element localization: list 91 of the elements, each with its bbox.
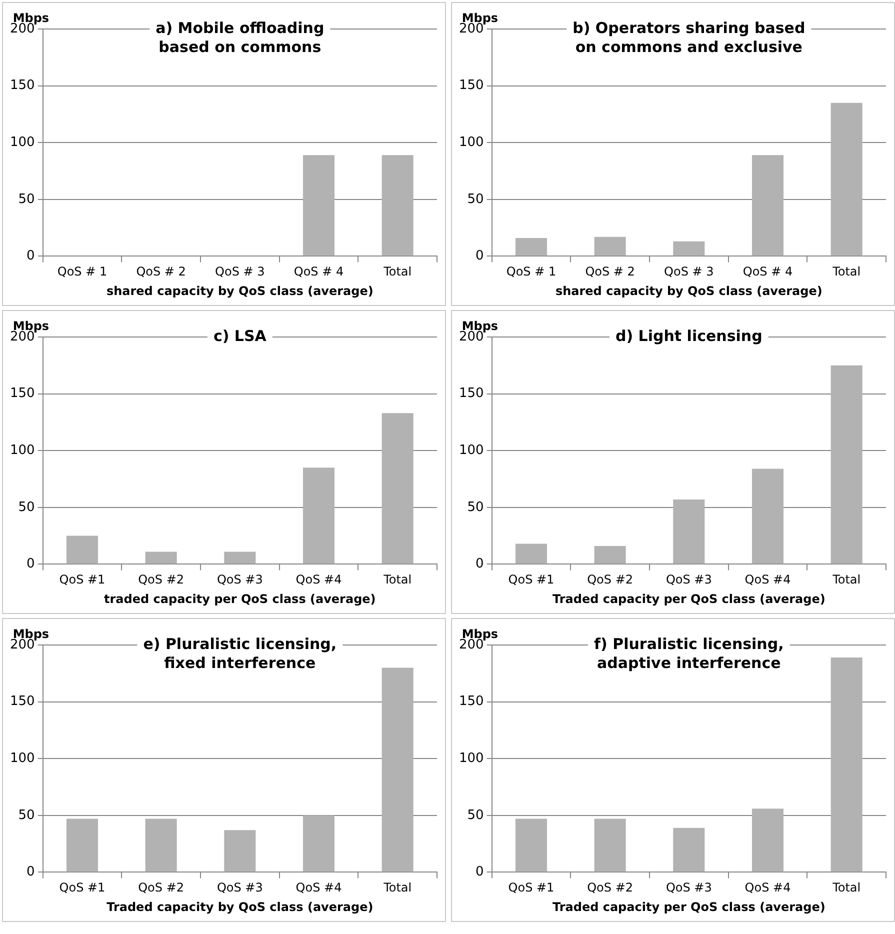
y-tick-label: 50 — [18, 192, 35, 207]
y-tick-label: 150 — [458, 386, 484, 402]
bar — [66, 818, 98, 872]
bar — [752, 808, 784, 872]
bar — [515, 818, 547, 872]
x-tick-label: QoS #2 — [138, 572, 184, 587]
x-tick-label: QoS #1 — [59, 572, 106, 587]
x-tick-label: QoS #1 — [508, 572, 554, 587]
x-tick-label: Total — [382, 880, 412, 895]
chart-title: a) Mobile offloading based on commons — [156, 18, 324, 56]
y-tick-label: 0 — [476, 248, 484, 264]
x-tick-label: QoS #3 — [216, 880, 263, 895]
bar — [382, 668, 414, 872]
bar — [515, 238, 547, 256]
x-tick-label: QoS #4 — [296, 880, 342, 895]
x-tick-label: QoS #4 — [744, 880, 791, 895]
x-tick-label: QoS # 4 — [742, 264, 793, 279]
x-tick-label: Total — [382, 572, 412, 587]
x-axis-title: Traded capacity per QoS class (average) — [552, 592, 826, 606]
y-tick-label: 50 — [467, 192, 484, 207]
y-tick-label: 0 — [476, 864, 484, 880]
x-axis-title: shared capacity by QoS class (average) — [555, 284, 822, 298]
y-tick-label: 100 — [458, 442, 484, 458]
x-tick-label: QoS # 1 — [57, 264, 108, 279]
bar — [752, 155, 784, 256]
x-axis-title: Traded capacity per QoS class (average) — [552, 900, 826, 914]
x-tick-label: Total — [832, 572, 861, 587]
x-tick-label: QoS # 4 — [294, 264, 344, 279]
y-tick-label: 150 — [458, 694, 484, 710]
y-tick-label: 100 — [458, 134, 484, 150]
bar — [673, 499, 705, 564]
x-axis-title: shared capacity by QoS class (average) — [106, 284, 374, 298]
x-tick-label: QoS #1 — [59, 880, 106, 895]
x-tick-label: QoS #2 — [138, 880, 184, 895]
bar — [830, 657, 862, 872]
bar — [224, 830, 256, 872]
y-tick-label: 150 — [458, 78, 484, 94]
x-axis-title: traded capacity per QoS class (average) — [104, 592, 376, 606]
bar — [673, 828, 705, 872]
bar — [302, 468, 335, 564]
bar — [594, 818, 626, 872]
bar — [830, 365, 862, 564]
x-tick-label: QoS #3 — [666, 572, 712, 587]
y-tick-label: 100 — [10, 750, 35, 766]
bar — [594, 236, 626, 256]
y-tick-label: 150 — [10, 386, 35, 402]
y-tick-label: 50 — [467, 500, 484, 515]
bar — [594, 546, 626, 564]
x-tick-label: QoS #3 — [216, 572, 263, 587]
x-tick-label: QoS #2 — [587, 880, 634, 895]
bar — [752, 468, 784, 564]
bar — [145, 552, 177, 564]
x-tick-label: QoS # 2 — [585, 264, 635, 279]
y-tick-label: 100 — [10, 134, 35, 150]
x-tick-label: QoS #1 — [508, 880, 554, 895]
y-tick-label: 150 — [10, 78, 35, 94]
bar — [382, 413, 414, 564]
chart-title: b) Operators sharing based on commons and exclusive — [572, 18, 806, 56]
chart-title: c) LSA — [213, 326, 267, 345]
x-tick-label: QoS # 3 — [664, 264, 714, 279]
x-tick-label: QoS # 3 — [215, 264, 265, 279]
bar — [145, 818, 177, 872]
y-tick-label: 0 — [26, 248, 35, 264]
x-tick-label: Total — [382, 264, 412, 279]
bar — [830, 102, 862, 256]
y-tick-label: 0 — [476, 556, 484, 572]
x-tick-label: Total — [832, 264, 861, 279]
y-tick-label: 50 — [467, 808, 484, 823]
y-tick-label: 50 — [18, 808, 35, 823]
chart-title: f) Pluralistic licensing, adaptive interference — [594, 634, 784, 672]
y-tick-label: 100 — [10, 442, 35, 458]
x-tick-label: QoS # 1 — [506, 264, 556, 279]
x-tick-label: QoS #4 — [296, 572, 342, 587]
chart-title: d) Light licensing — [615, 326, 762, 345]
chart-title: e) Pluralistic licensing, fixed interference — [143, 634, 337, 672]
y-tick-label: 100 — [458, 750, 484, 766]
bar — [302, 815, 335, 872]
x-tick-label: QoS # 2 — [136, 264, 186, 279]
bar — [515, 544, 547, 564]
x-tick-label: QoS #4 — [744, 572, 791, 587]
bar — [224, 552, 256, 564]
bar — [66, 536, 98, 564]
y-tick-label: 150 — [10, 694, 35, 710]
x-tick-label: Total — [832, 880, 861, 895]
y-tick-label: 0 — [26, 864, 35, 880]
x-axis-title: Traded capacity by QoS class (average) — [106, 900, 374, 914]
x-tick-label: QoS #2 — [587, 572, 634, 587]
x-tick-label: QoS #3 — [666, 880, 712, 895]
bar — [673, 241, 705, 256]
y-tick-label: 0 — [26, 556, 35, 572]
y-tick-label: 50 — [18, 500, 35, 515]
